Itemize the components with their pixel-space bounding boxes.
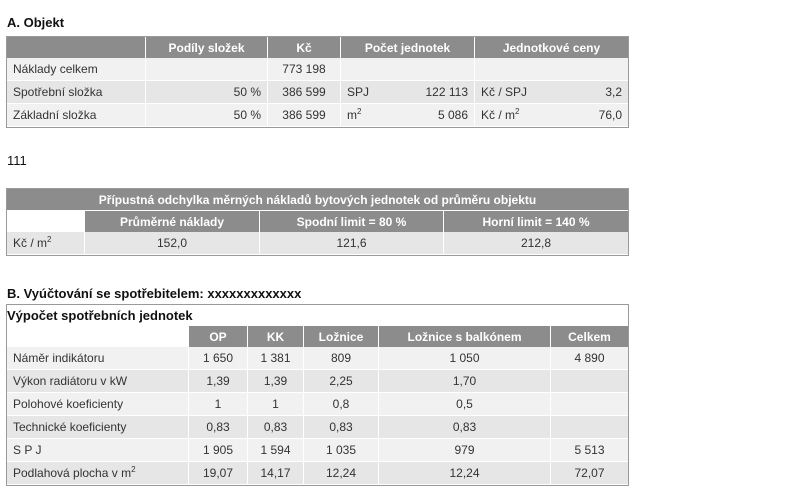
header-low-limit: Spodní limit = 80 % bbox=[260, 211, 444, 232]
header-empty bbox=[7, 37, 146, 58]
cell-celkem bbox=[551, 416, 628, 439]
row-unit-count: m2 5 086 bbox=[341, 104, 475, 127]
row-label: Kč / m2 bbox=[7, 232, 85, 255]
cell-op: 19,07 bbox=[189, 462, 248, 485]
high-limit-value: 212,8 bbox=[444, 232, 628, 255]
cell-kk: 1 bbox=[248, 393, 304, 416]
header-empty bbox=[7, 211, 85, 232]
object-table: Podíly složek Kč Počet jednotek Jednotko… bbox=[6, 36, 629, 128]
standalone-number: 111 bbox=[7, 153, 27, 168]
header-shares: Podíly složek bbox=[146, 37, 268, 58]
cell-loznice: 2,25 bbox=[304, 370, 379, 393]
unit-count: 5 086 bbox=[437, 108, 468, 122]
cell-kk: 1,39 bbox=[248, 370, 304, 393]
price-value: 3,2 bbox=[605, 85, 622, 99]
table-row: Výkon radiátoru v kW 1,39 1,39 2,25 1,70 bbox=[7, 370, 628, 393]
row-label: Technické koeficienty bbox=[7, 416, 189, 439]
table-row: Technické koeficienty 0,83 0,83 0,83 0,8… bbox=[7, 416, 628, 439]
cell-kk: 14,17 bbox=[248, 462, 304, 485]
cell-loznice: 1 035 bbox=[304, 439, 379, 462]
table-row: Základní složka 50 % 386 599 m2 5 086 Kč… bbox=[7, 104, 628, 127]
cell-balkon: 0,5 bbox=[379, 393, 551, 416]
row-label: Výkon radiátoru v kW bbox=[7, 370, 189, 393]
cell-kk: 0,83 bbox=[248, 416, 304, 439]
table-row: Kč / m2 152,0 121,6 212,8 bbox=[7, 232, 628, 255]
low-limit-value: 121,6 bbox=[260, 232, 444, 255]
unit-label: m2 bbox=[347, 107, 362, 123]
cell-op: 0,83 bbox=[189, 416, 248, 439]
header-unit-price: Jednotkové ceny bbox=[475, 37, 628, 58]
row-label: Spotřební složka bbox=[7, 81, 146, 104]
unit-count: 122 113 bbox=[425, 85, 469, 99]
header-loznice-balkon: Ložnice s balkónem bbox=[379, 326, 551, 347]
cell-kk: 1 381 bbox=[248, 347, 304, 370]
cell-balkon: 1,70 bbox=[379, 370, 551, 393]
consumption-table: Výpočet spotřebních jednotek OP KK Ložni… bbox=[6, 304, 629, 486]
cell-loznice: 0,8 bbox=[304, 393, 379, 416]
cell-op: 1 bbox=[189, 393, 248, 416]
header-op: OP bbox=[189, 326, 248, 347]
row-share: 50 % bbox=[146, 81, 268, 104]
header-empty bbox=[7, 326, 189, 347]
header-loznice: Ložnice bbox=[304, 326, 379, 347]
unit-label: SPJ bbox=[347, 85, 370, 99]
row-share: 50 % bbox=[146, 104, 268, 127]
row-kc: 386 599 bbox=[268, 104, 341, 127]
cell-loznice: 0,83 bbox=[304, 416, 379, 439]
cell-loznice: 809 bbox=[304, 347, 379, 370]
row-label: Podlahová plocha v m2 bbox=[7, 462, 189, 485]
header-kk: KK bbox=[248, 326, 304, 347]
cell-balkon: 979 bbox=[379, 439, 551, 462]
cell-op: 1 650 bbox=[189, 347, 248, 370]
row-unit-price: Kč / SPJ 3,2 bbox=[475, 81, 628, 104]
deviation-table: Přípustná odchylka měrných nákladů bytov… bbox=[6, 188, 629, 256]
cell-celkem: 5 513 bbox=[551, 439, 628, 462]
row-label: Základní složka bbox=[7, 104, 146, 127]
cell-kk: 1 594 bbox=[248, 439, 304, 462]
table-row: Náměr indikátoru 1 650 1 381 809 1 050 4… bbox=[7, 347, 628, 370]
section-a-title: A. Objekt bbox=[7, 15, 65, 30]
row-unit-price bbox=[475, 58, 628, 81]
header-celkem: Celkem bbox=[551, 326, 628, 347]
header-unit-count: Počet jednotek bbox=[341, 37, 475, 58]
price-unit: Kč / SPJ bbox=[481, 85, 528, 99]
table-row: Podlahová plocha v m2 19,07 14,17 12,24 … bbox=[7, 462, 628, 485]
row-label: S P J bbox=[7, 439, 189, 462]
row-label: Polohové koeficienty bbox=[7, 393, 189, 416]
row-label: Náměr indikátoru bbox=[7, 347, 189, 370]
cell-celkem: 72,07 bbox=[551, 462, 628, 485]
row-kc: 386 599 bbox=[268, 81, 341, 104]
cell-celkem bbox=[551, 370, 628, 393]
table-row: Polohové koeficienty 1 1 0,8 0,5 bbox=[7, 393, 628, 416]
cell-celkem bbox=[551, 393, 628, 416]
header-kc: Kč bbox=[268, 37, 341, 58]
table-row: Spotřební složka 50 % 386 599 SPJ 122 11… bbox=[7, 81, 628, 104]
table-row: Náklady celkem 773 198 bbox=[7, 58, 628, 81]
row-share bbox=[146, 58, 268, 81]
row-unit-price: Kč / m2 76,0 bbox=[475, 104, 628, 127]
section-b-title: B. Vyúčtování se spotřebitelem: xxxxxxxx… bbox=[7, 286, 302, 301]
cell-loznice: 12,24 bbox=[304, 462, 379, 485]
cell-balkon: 0,83 bbox=[379, 416, 551, 439]
header-high-limit: Horní limit = 140 % bbox=[444, 211, 628, 232]
table-caption: Výpočet spotřebních jednotek bbox=[7, 305, 628, 326]
table-row: S P J 1 905 1 594 1 035 979 5 513 bbox=[7, 439, 628, 462]
row-label: Náklady celkem bbox=[7, 58, 146, 81]
avg-cost: 152,0 bbox=[85, 232, 260, 255]
cell-celkem: 4 890 bbox=[551, 347, 628, 370]
cell-op: 1,39 bbox=[189, 370, 248, 393]
row-unit-count bbox=[341, 58, 475, 81]
header-average: Průměrné náklady bbox=[85, 211, 260, 232]
row-kc: 773 198 bbox=[268, 58, 341, 81]
row-unit-count: SPJ 122 113 bbox=[341, 81, 475, 104]
cell-op: 1 905 bbox=[189, 439, 248, 462]
price-value: 76,0 bbox=[598, 108, 622, 122]
cell-balkon: 12,24 bbox=[379, 462, 551, 485]
deviation-title: Přípustná odchylka měrných nákladů bytov… bbox=[7, 189, 628, 211]
price-unit: Kč / m2 bbox=[481, 107, 520, 123]
cell-balkon: 1 050 bbox=[379, 347, 551, 370]
